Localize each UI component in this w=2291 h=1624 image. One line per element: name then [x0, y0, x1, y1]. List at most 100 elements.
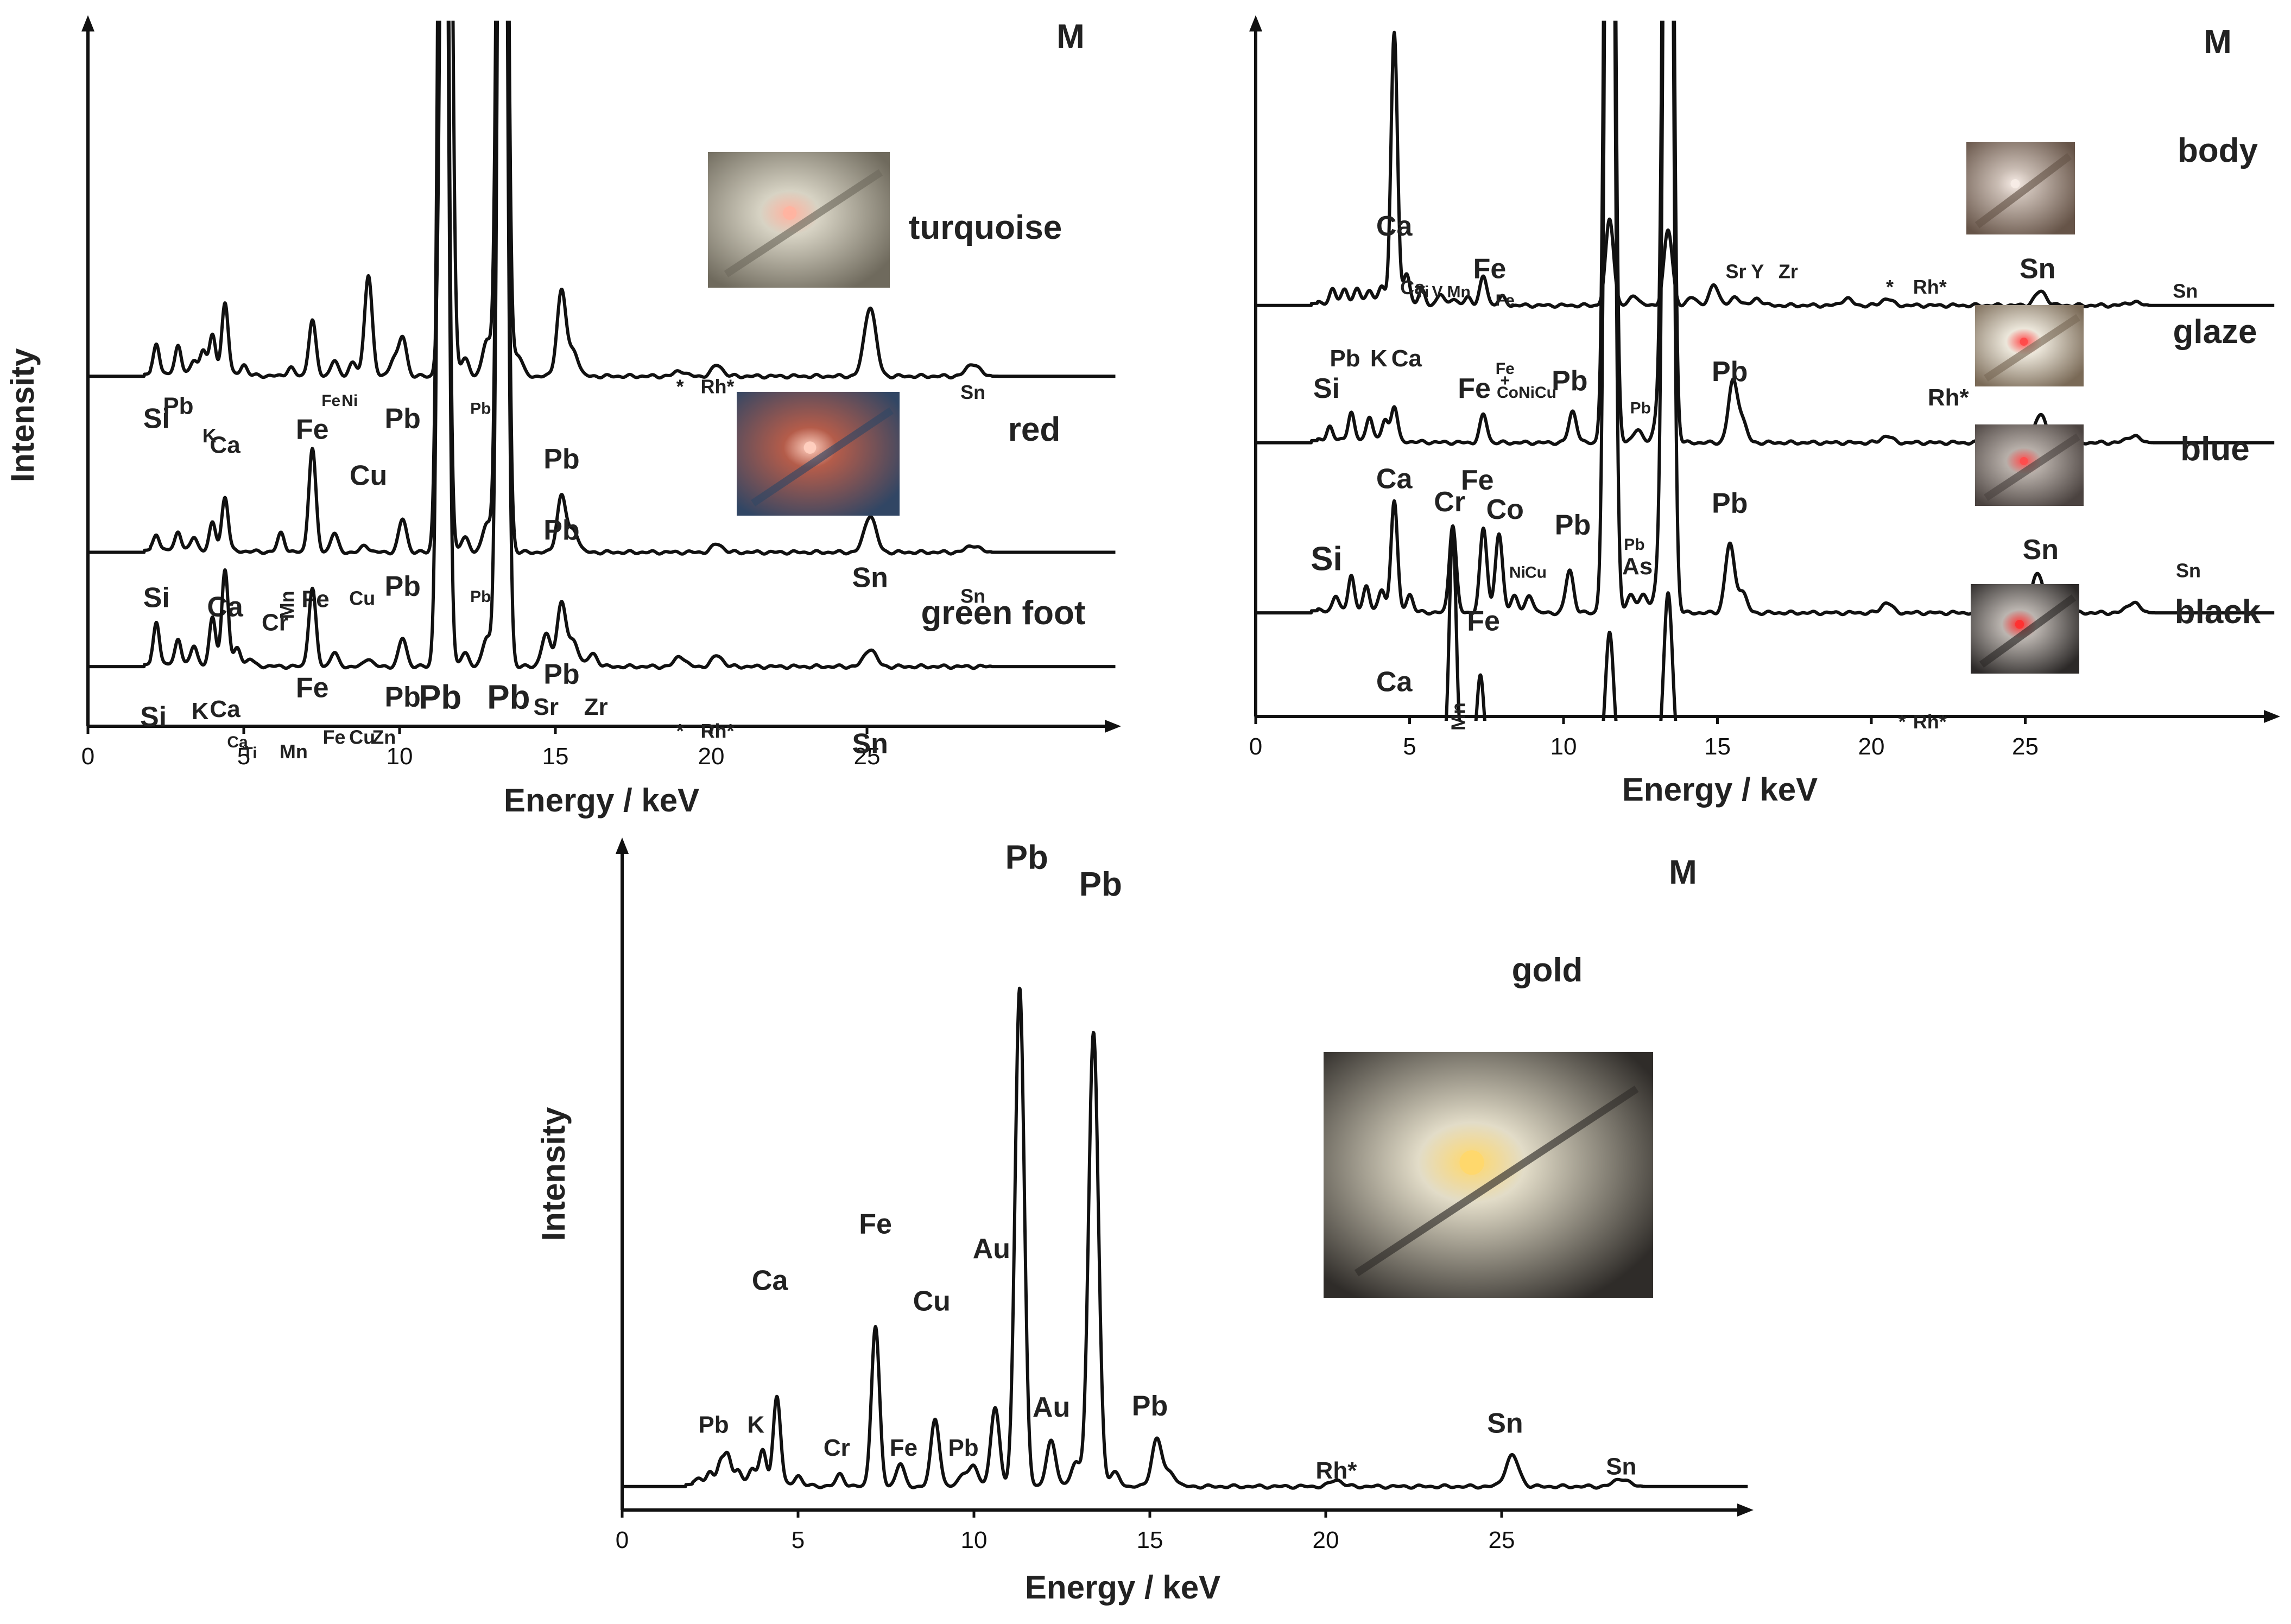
spectrum-body — [1254, 30, 2276, 309]
peak-label: Pb — [1005, 839, 1048, 877]
x-tick-label: 0 — [1249, 733, 1262, 760]
peak-label: K — [192, 698, 209, 725]
peak-label: Ca — [210, 432, 241, 458]
peak-label: Fe — [1467, 605, 1500, 637]
peak-label: Au — [973, 1233, 1010, 1265]
peak-label: Fe — [859, 1208, 892, 1240]
x-tick-label: 10 — [387, 743, 413, 770]
x-tick-label: 15 — [1137, 1527, 1163, 1553]
x-axis-label: Energy / keV — [1622, 771, 1818, 808]
x-axis-arrow — [2264, 710, 2280, 723]
peak-label: Pb — [1630, 399, 1651, 417]
y-axis-arrow — [81, 15, 94, 31]
peak-label: Ti — [243, 744, 257, 762]
peak-label: Ca — [1391, 345, 1422, 372]
y-axis-arrow — [616, 838, 629, 854]
peak-label: Ca — [752, 1265, 789, 1296]
peak-label: Sn — [852, 728, 888, 760]
peak-label: Pb — [1552, 365, 1587, 397]
peak-label: Sn — [2176, 559, 2201, 581]
peak-label: Mn — [276, 591, 298, 619]
x-tick-label: 5 — [237, 743, 250, 770]
peak-label: Ca — [210, 696, 241, 722]
photo-inset-gold — [1324, 1052, 1653, 1298]
peak-label: Sn — [852, 562, 888, 594]
peak-label: Pb — [543, 443, 579, 475]
peak-label: V — [1432, 283, 1443, 301]
spectrum-blue — [1254, 21, 2276, 617]
peak-label: * — [676, 376, 684, 398]
peak-label: Pb — [1712, 488, 1748, 519]
peak-label: * — [676, 720, 684, 742]
peak-label: Pb — [698, 1412, 729, 1438]
peak-label: * — [1886, 276, 1894, 298]
peak-label: Pb — [543, 659, 579, 690]
photo-inset-red — [737, 392, 900, 516]
panel-marker: M — [2204, 23, 2232, 61]
peak-label: Pb — [1079, 866, 1122, 903]
peak-label: Sn — [1487, 1408, 1523, 1439]
peak-label: Ti — [1415, 283, 1429, 301]
x-tick-label: 5 — [1403, 733, 1416, 760]
peak-label: Pb — [470, 588, 491, 606]
peak-label: Sr — [534, 694, 559, 720]
panel-top-left: 0 5 10 15 20 25 Energy / keV Intensity Mturquois… — [4, 15, 1121, 819]
x-tick-label: 5 — [792, 1527, 805, 1553]
peak-label: As — [1622, 553, 1653, 580]
spectrum-gold — [621, 986, 1749, 1490]
x-axis-arrow — [1737, 1504, 1754, 1517]
x-axis-label: Energy / keV — [504, 782, 699, 819]
y-axis-arrow — [1249, 15, 1262, 31]
panel-marker: M — [1056, 18, 1085, 55]
peak-label: Sn — [2173, 280, 2198, 302]
peak-label: Mn — [1447, 283, 1471, 301]
peak-label: Si — [140, 701, 167, 733]
peak-label: Pb — [163, 392, 193, 419]
spectrum-turquoise — [86, 21, 1117, 380]
peak-label: Ca — [1376, 667, 1413, 698]
x-tick-label: 15 — [1704, 733, 1731, 760]
peak-label: K — [1370, 345, 1388, 372]
y-axis-label: Intensity — [535, 1107, 572, 1241]
peak-label: Pb — [1132, 1391, 1168, 1422]
peak-label: Zr — [584, 694, 608, 720]
x-axis-arrow — [1105, 720, 1121, 733]
peak-label: Pb — [470, 399, 491, 417]
peak-label: K — [202, 424, 217, 447]
peak-label: Fe — [321, 392, 340, 410]
photo-inset-turquoise — [708, 152, 890, 288]
peak-label: Sn — [2023, 534, 2059, 566]
peak-label: Fe — [322, 726, 345, 748]
peak-label: Fe — [1496, 360, 1515, 378]
photo-inset-glaze — [1975, 305, 2084, 386]
x-tick-label: 25 — [2012, 733, 2039, 760]
x-tick-label: 25 — [1489, 1527, 1515, 1553]
peak-label: Au — [1033, 1392, 1070, 1423]
peak-label: Rh* — [700, 720, 734, 742]
x-tick-label: 10 — [1550, 733, 1577, 760]
x-axis-label: Energy / keV — [1025, 1569, 1220, 1606]
peak-label: Pb — [419, 678, 461, 716]
peak-label: Ca — [1376, 211, 1413, 242]
peak-label: Cu — [913, 1286, 951, 1317]
peak-label: CoNiCu — [1497, 384, 1556, 402]
peak-label: Sn — [2020, 253, 2055, 284]
peak-label: Cu — [1525, 564, 1547, 582]
peak-label: Rh* — [1316, 1457, 1358, 1484]
spectrum-red — [86, 21, 1117, 556]
peak-label: Pb — [385, 403, 421, 435]
peak-label: + — [1501, 372, 1510, 390]
x-tick-label: 20 — [698, 743, 725, 770]
peak-label: Fe — [890, 1435, 917, 1461]
peak-label: Sr — [1726, 260, 1746, 282]
sample-label-green-foot: green foot — [921, 594, 1085, 632]
sample-label-body: body — [2178, 132, 2258, 169]
panel-marker: M — [1669, 854, 1697, 891]
photo-inset-blue — [1975, 424, 2084, 506]
peak-label: Cu — [350, 460, 387, 491]
x-tick-label: 0 — [616, 1527, 629, 1553]
peak-label: Fe — [296, 414, 329, 445]
peak-label: Pb — [487, 678, 530, 716]
peak-label: Ca — [1400, 276, 1426, 299]
